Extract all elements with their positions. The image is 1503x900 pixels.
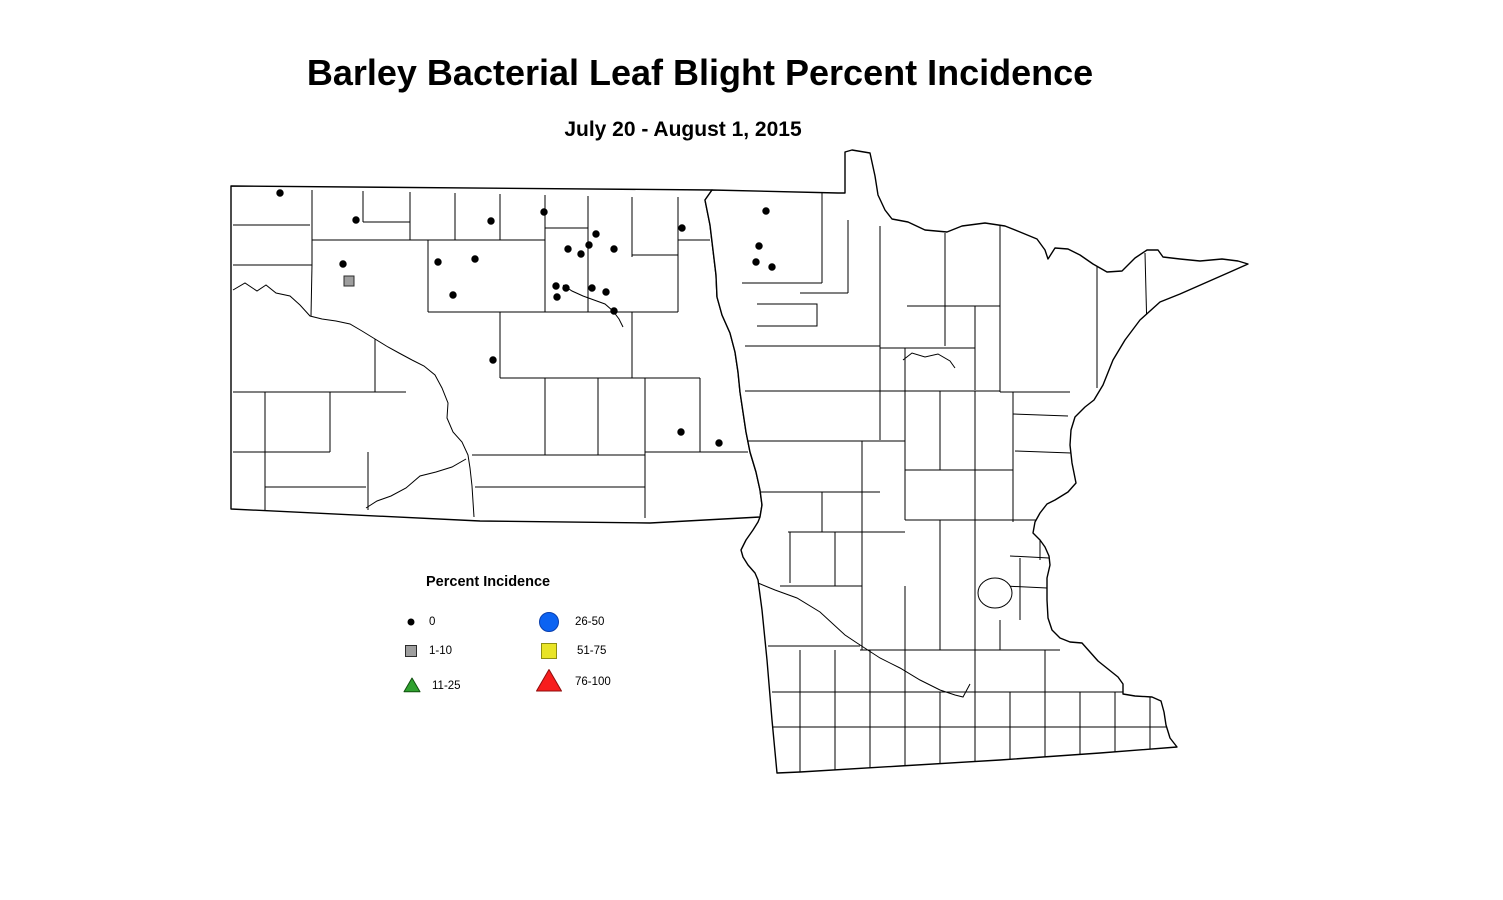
legend-item-26-50: 26-50 — [534, 609, 604, 635]
legend-symbol-square — [541, 643, 557, 659]
legend-title: Percent Incidence — [426, 574, 551, 590]
incidence-marker-0 — [602, 288, 610, 296]
incidence-marker-0 — [610, 245, 618, 253]
page-title: Barley Bacterial Leaf Blight Percent Inc… — [306, 52, 1094, 93]
incidence-marker-0 — [564, 245, 572, 253]
legend-label: 51-75 — [577, 645, 607, 657]
incidence-marker-0 — [487, 217, 495, 225]
incidence-marker-0 — [577, 250, 585, 258]
incidence-marker-0 — [585, 241, 593, 249]
incidence-marker-0 — [678, 224, 686, 232]
legend-symbol-triangle — [536, 669, 562, 692]
legend-label: 76-100 — [575, 676, 611, 688]
legend-symbol-circle — [539, 612, 559, 632]
incidence-marker-1-10 — [343, 275, 355, 287]
incidence-markers — [276, 189, 776, 447]
incidence-marker-0 — [762, 207, 770, 215]
legend-item-51-75: 51-75 — [534, 638, 606, 664]
legend-label: 0 — [429, 616, 436, 628]
incidence-marker-0 — [339, 260, 347, 268]
legend-item-0: 0 — [396, 609, 435, 635]
county-lines-north-dakota — [232, 190, 748, 518]
legend-label: 11-25 — [432, 680, 461, 692]
legend-label: 26-50 — [575, 616, 605, 628]
incidence-marker-0 — [610, 307, 618, 315]
incidence-marker-0 — [449, 291, 457, 299]
incidence-marker-0 — [562, 284, 570, 292]
legend-item-76-100: 76-100 — [534, 669, 611, 695]
incidence-marker-0 — [552, 282, 560, 290]
minnesota-outline — [704, 149, 1249, 774]
legend-label: 1-10 — [429, 645, 453, 657]
incidence-marker-0 — [489, 356, 497, 364]
incidence-marker-0 — [434, 258, 442, 266]
date-range-subtitle: July 20 - August 1, 2015 — [564, 118, 802, 141]
incidence-marker-0 — [715, 439, 723, 447]
incidence-marker-0 — [352, 216, 360, 224]
legend-item-1-10: 1-10 — [396, 638, 452, 664]
incidence-marker-0 — [588, 284, 596, 292]
incidence-marker-0 — [752, 258, 760, 266]
north-dakota-outline — [230, 185, 763, 524]
legend-item-11-25: 11-25 — [397, 673, 461, 699]
incidence-marker-0 — [768, 263, 776, 271]
county-lines-minnesota — [742, 193, 1170, 772]
legend-symbol-dot — [407, 618, 415, 626]
legend-symbol-triangle — [403, 677, 421, 693]
incidence-marker-0 — [276, 189, 284, 197]
incidence-marker-0 — [553, 293, 561, 301]
incidence-marker-0 — [471, 255, 479, 263]
incidence-marker-0 — [677, 428, 685, 436]
incidence-marker-0 — [540, 208, 548, 216]
lake-outline — [977, 577, 1013, 609]
legend-symbol-square — [405, 645, 417, 657]
incidence-marker-0 — [755, 242, 763, 250]
incidence-marker-0 — [592, 230, 600, 238]
